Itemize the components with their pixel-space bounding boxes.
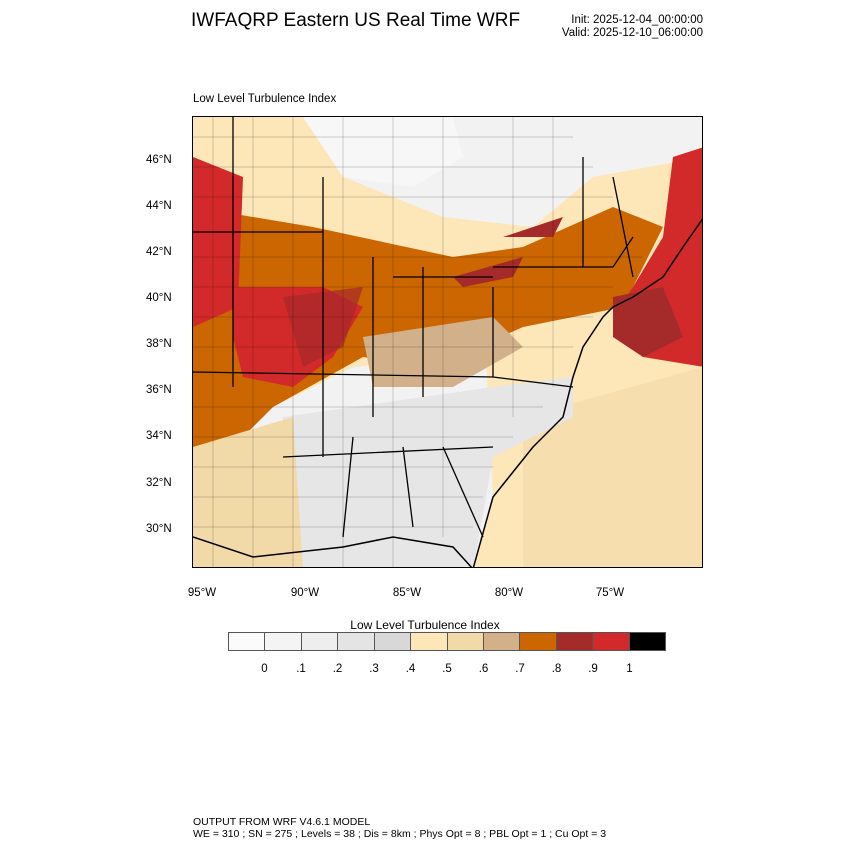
lat-label: 46°N [146, 154, 172, 166]
colorbar-box [411, 633, 448, 650]
coastline [472, 218, 702, 567]
colorbar-label: .7 [515, 663, 525, 675]
lat-label: 34°N [146, 430, 172, 442]
colorbar-box [447, 633, 484, 650]
lon-label: 80°W [494, 587, 524, 599]
lat-label: 38°N [146, 338, 172, 350]
field-lake-erie [453, 257, 523, 287]
lat-label: 30°N [146, 523, 172, 535]
field-darkred-offshore [613, 287, 683, 357]
state-borders [193, 117, 634, 538]
lat-label: 36°N [146, 384, 172, 396]
init-time: Init: 2025-12-04_00:00:00 [571, 14, 703, 26]
field-gray-southeast [283, 377, 573, 567]
colorbar-label: .3 [369, 663, 379, 675]
colorbar-label: .6 [478, 663, 489, 675]
colorbar-label: .9 [588, 663, 598, 675]
colorbar-box [520, 633, 557, 650]
colorbar-label: .2 [332, 663, 343, 675]
turbulence-map [192, 116, 703, 568]
lat-label: 40°N [146, 292, 172, 304]
colorbar-label: .1 [296, 663, 306, 675]
colorbar-box [338, 633, 375, 650]
colorbar-label: .4 [405, 663, 416, 675]
county-borders [193, 117, 643, 567]
colorbar-box [374, 633, 412, 650]
lat-label: 44°N [146, 200, 172, 212]
colorbar-box [301, 633, 339, 650]
plot-subtitle: Low Level Turbulence Index [193, 93, 337, 105]
footer-model: OUTPUT FROM WRF V4.6.1 MODEL [193, 816, 371, 828]
colorbar-title: Low Level Turbulence Index [350, 618, 500, 632]
colorbar-label: 1 [626, 663, 633, 675]
colorbar [228, 632, 666, 651]
colorbar-box [629, 633, 666, 650]
page-title: IWFAQRP Eastern US Real Time WRF [191, 10, 521, 31]
colorbar-label: 0 [261, 663, 268, 675]
colorbar-label: .5 [442, 663, 452, 675]
footer-config: WE = 310 ; SN = 275 ; Levels = 38 ; Dis … [193, 828, 607, 840]
field-lake-ontario [503, 217, 563, 237]
colorbar-box [265, 633, 302, 650]
lon-label: 90°W [290, 587, 320, 599]
map-field [193, 117, 702, 567]
time-info: Init: 2025-12-04_00:00:00 Valid: 2025-12… [562, 14, 703, 40]
gulf-coastline [193, 536, 473, 567]
lon-label: 95°W [187, 587, 217, 599]
footer: OUTPUT FROM WRF V4.6.1 MODEL WE = 310 ; … [193, 816, 606, 840]
lon-label: 85°W [392, 587, 422, 599]
lat-label: 42°N [146, 246, 172, 258]
lon-label: 75°W [595, 587, 625, 599]
lat-label: 32°N [146, 477, 172, 489]
valid-time: Valid: 2025-12-10_06:00:00 [561, 27, 703, 39]
colorbar-box [483, 633, 521, 650]
field-red-west [193, 157, 243, 327]
colorbar-box [556, 633, 594, 650]
colorbar-label: .8 [551, 663, 562, 675]
colorbar-box [229, 633, 266, 650]
field-tan-southwest [193, 417, 303, 567]
colorbar-box [593, 633, 630, 650]
